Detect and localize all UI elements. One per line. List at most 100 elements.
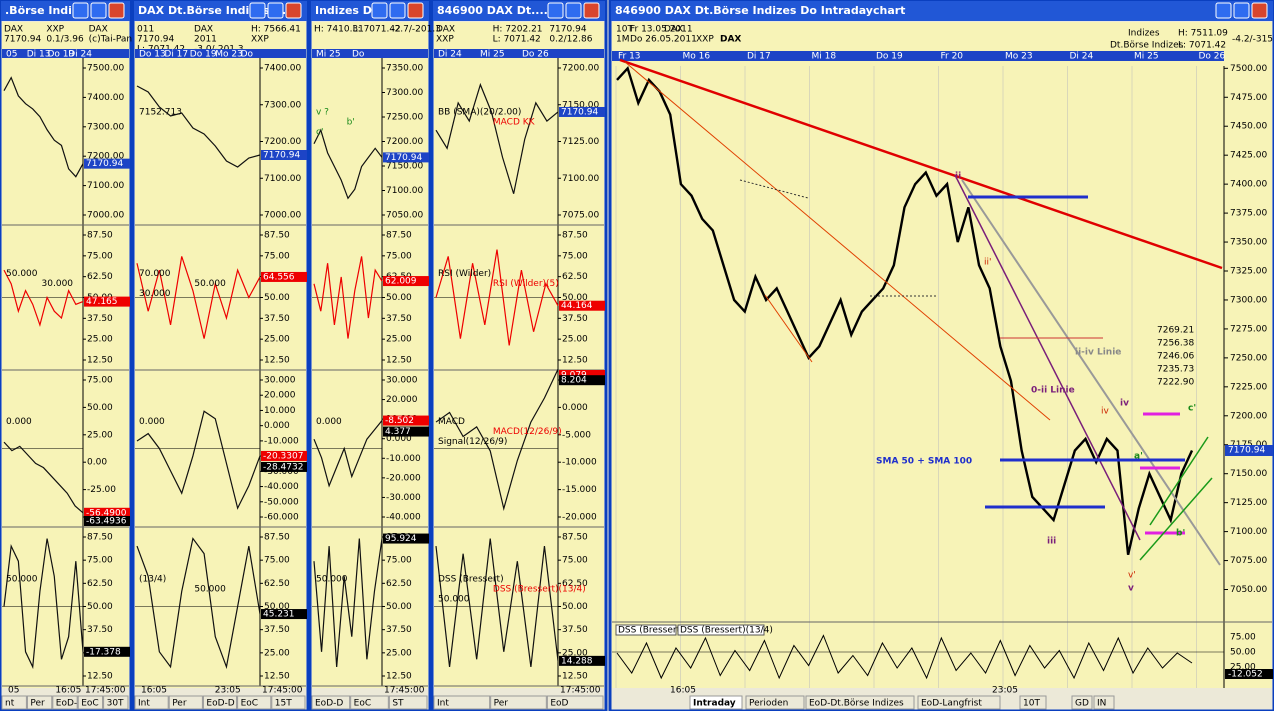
header-text: -2.7/-201.3 xyxy=(391,25,441,35)
axis-label: 37.50 xyxy=(386,314,412,324)
panel-label: v ? xyxy=(316,107,329,117)
window-button[interactable] xyxy=(108,2,125,19)
indicator-line xyxy=(3,269,84,327)
trendlines xyxy=(619,58,1223,566)
panel-label: 30.000 xyxy=(139,289,171,299)
panel-label: c' xyxy=(316,127,323,137)
tab-label: Int xyxy=(437,699,449,709)
window-button[interactable] xyxy=(371,2,388,19)
y-tick-label: 7425.00 xyxy=(1230,151,1267,161)
window-button[interactable] xyxy=(72,2,89,19)
tab[interactable] xyxy=(1,695,27,710)
axis-label: 7075.00 xyxy=(562,211,599,221)
window-button[interactable] xyxy=(1215,2,1232,19)
tab[interactable] xyxy=(311,695,351,710)
axis-label: 62.50 xyxy=(87,579,113,589)
tab[interactable] xyxy=(1019,695,1047,710)
axis-label: 20.000 xyxy=(386,395,418,405)
tab[interactable] xyxy=(103,695,129,710)
value-badge xyxy=(261,461,307,472)
axis-label: 12.50 xyxy=(562,356,588,366)
header-text: L: 7071.42 xyxy=(353,25,401,35)
window-button[interactable] xyxy=(407,2,424,19)
date-label: Do 13 xyxy=(139,50,166,60)
dss-line xyxy=(616,634,1193,680)
window-button[interactable] xyxy=(547,2,564,19)
panel-label: 0.000 xyxy=(6,417,32,427)
tab[interactable] xyxy=(433,695,491,710)
panel-label: MACD(12/26/9) xyxy=(493,427,562,437)
axis-label: 75.00 xyxy=(386,251,412,261)
y-tick-label: 7325.00 xyxy=(1230,267,1267,277)
axis-label: -50.000 xyxy=(264,497,299,507)
tab[interactable] xyxy=(490,695,547,710)
window-button[interactable] xyxy=(267,2,284,19)
tab[interactable] xyxy=(168,695,203,710)
y-tick-label: 7475.00 xyxy=(1230,93,1267,103)
value-badge xyxy=(1225,669,1273,679)
date-label: Do xyxy=(352,50,365,60)
y-tick-label: 7075.00 xyxy=(1230,556,1267,566)
tab[interactable] xyxy=(271,695,306,710)
header-text: 0.2/12.86 xyxy=(549,35,592,45)
panel-label: 50.000 xyxy=(194,279,226,289)
panel-label: 30.000 xyxy=(42,279,74,289)
header-text: L: 7071.42 xyxy=(1178,41,1226,51)
axis-label: 7150.00 xyxy=(562,100,599,110)
tab[interactable] xyxy=(1093,695,1115,710)
window-button[interactable] xyxy=(565,2,582,19)
title-bar xyxy=(611,1,1273,21)
header-text: L: 7071.42 xyxy=(493,35,541,45)
tab[interactable] xyxy=(202,695,238,710)
tab[interactable] xyxy=(350,695,389,710)
trendline xyxy=(624,61,1051,421)
tab[interactable] xyxy=(52,695,78,710)
trendline xyxy=(1139,477,1213,561)
wave-label: ii xyxy=(955,172,961,182)
date-label: Mi 18 xyxy=(812,52,837,62)
tab[interactable] xyxy=(689,695,743,710)
tab[interactable] xyxy=(77,695,104,710)
axis-label: 12.50 xyxy=(386,356,412,366)
axis-label: 25.00 xyxy=(87,430,113,440)
header-text: 7170.94 xyxy=(137,35,174,45)
wave-label: c' xyxy=(1188,404,1196,414)
tab[interactable] xyxy=(805,695,915,710)
window-button[interactable] xyxy=(1233,2,1250,19)
tab[interactable] xyxy=(917,695,1001,710)
wave-label: iv xyxy=(1101,407,1110,417)
axis-label: 7400.00 xyxy=(87,93,124,103)
y-tick-label: 7125.00 xyxy=(1230,498,1267,508)
tab[interactable] xyxy=(1071,695,1093,710)
axis-label: 75.00 xyxy=(87,556,113,566)
level-label: 7256.38 xyxy=(1157,339,1194,349)
axis-label: 75.00 xyxy=(562,556,588,566)
window-button[interactable] xyxy=(249,2,266,19)
header-text: XXP xyxy=(696,35,714,45)
window-button[interactable] xyxy=(90,2,107,19)
indicator-line xyxy=(136,410,261,510)
tab-label: Int xyxy=(138,699,150,709)
panel-label: Signal(12/26/9) xyxy=(438,437,507,447)
tab[interactable] xyxy=(546,695,604,710)
window-button[interactable] xyxy=(583,2,600,19)
window-button[interactable] xyxy=(389,2,406,19)
badge-text: 7170.94 xyxy=(1228,446,1265,456)
tab[interactable] xyxy=(237,695,272,710)
window-button[interactable] xyxy=(1251,2,1268,19)
date-label: Mi 25 xyxy=(1134,52,1159,62)
x-label: 16:05 xyxy=(55,686,81,696)
tab[interactable] xyxy=(745,695,805,710)
date-label: Di 17 xyxy=(164,50,188,60)
window-button[interactable] xyxy=(285,2,302,19)
header-text: H: 7566.41 xyxy=(251,25,301,35)
tab[interactable] xyxy=(134,695,169,710)
tab[interactable] xyxy=(26,695,53,710)
tab[interactable] xyxy=(388,695,428,710)
trendline xyxy=(619,58,1223,270)
y-tick-label: 7275.00 xyxy=(1230,324,1267,334)
header-text: DAX xyxy=(664,25,683,35)
header-text: -4.2/-315.2 xyxy=(1232,35,1274,45)
panel-label: DSS (Bressert) xyxy=(438,574,504,584)
axis-label: 37.50 xyxy=(562,625,588,635)
